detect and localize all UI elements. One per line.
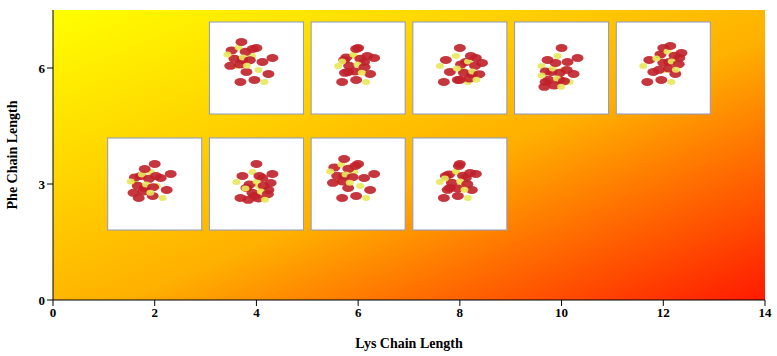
svg-text:10: 10 [555,305,568,320]
svg-text:6: 6 [355,305,362,320]
svg-text:8: 8 [457,305,464,320]
svg-text:14: 14 [759,305,773,320]
svg-text:0: 0 [39,293,46,308]
svg-text:3: 3 [39,177,46,192]
svg-text:4: 4 [253,305,260,320]
svg-text:12: 12 [657,305,670,320]
svg-text:Lys Chain Length: Lys Chain Length [355,336,463,351]
svg-text:6: 6 [39,61,46,76]
svg-text:Phe Chain Length: Phe Chain Length [5,100,20,209]
svg-text:0: 0 [50,305,57,320]
svg-text:2: 2 [151,305,158,320]
